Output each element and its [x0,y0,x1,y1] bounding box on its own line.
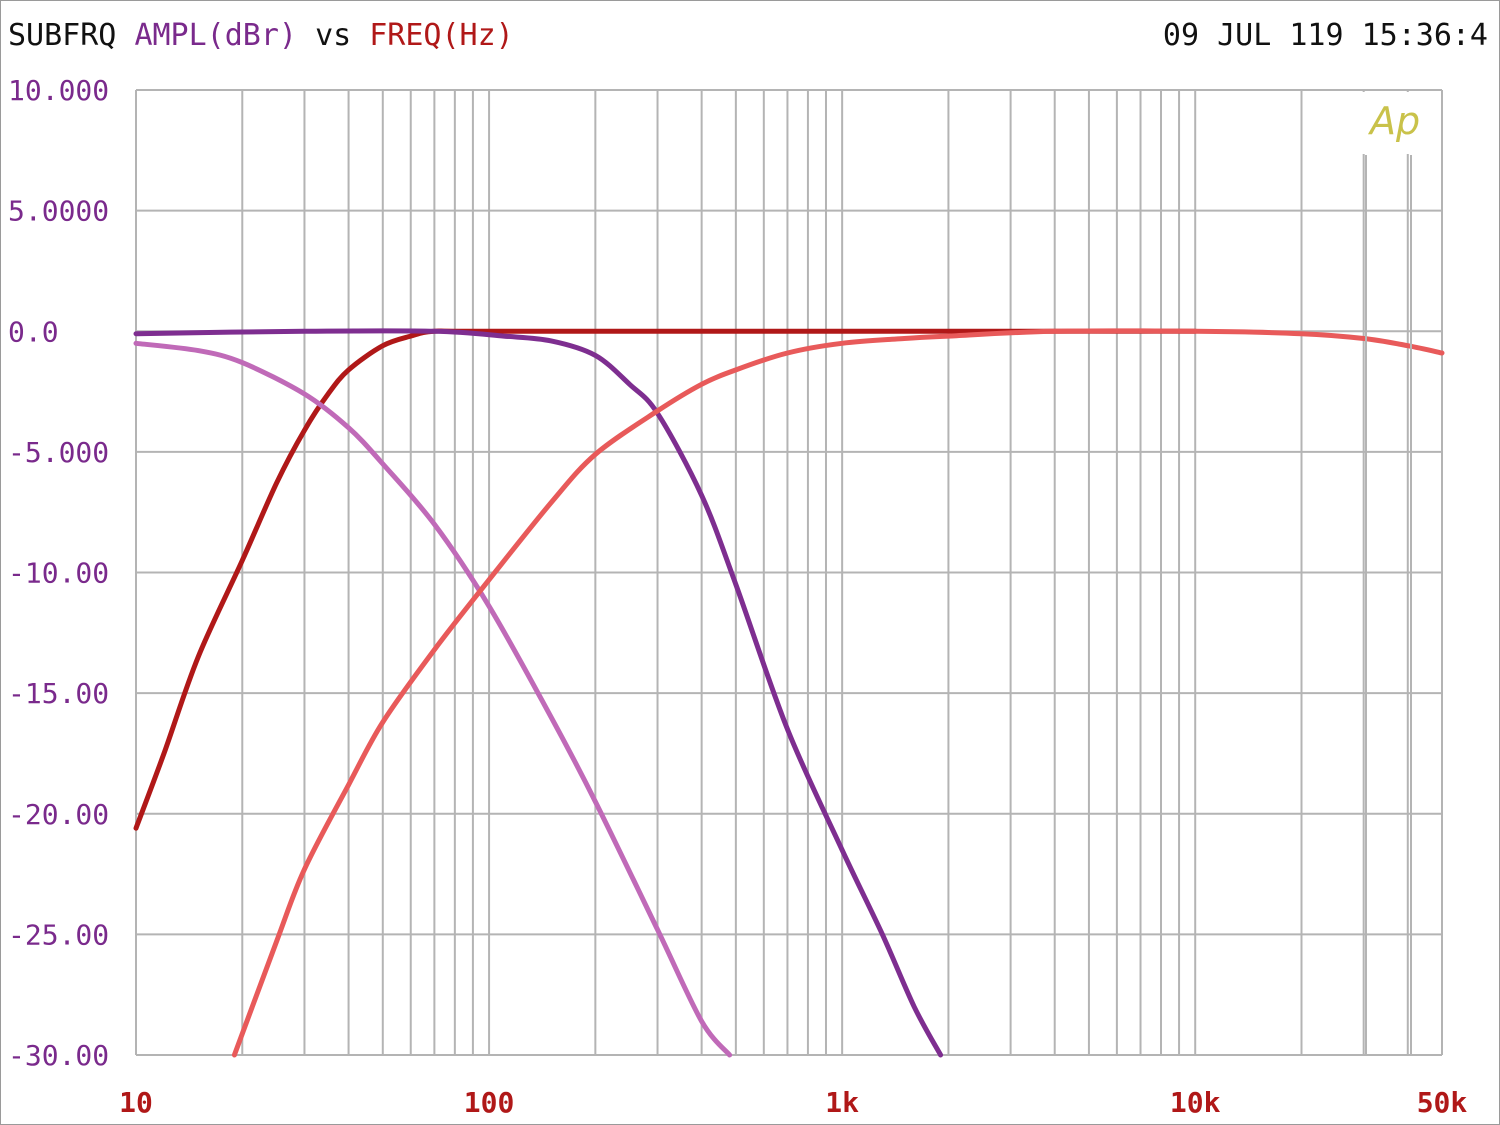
ap-logo: Ap [1367,99,1420,143]
timestamp: 09 JUL 119 15:36:4 [1162,18,1488,53]
y-tick-label: -10.00 [8,557,109,590]
chart-header-left: SUBFRQ AMPL(dBr) vs FREQ(Hz) [8,18,514,53]
measurement-name: SUBFRQ [8,18,117,53]
x-tick-labels: 10 100 1k 10k 50k [119,1086,1467,1119]
y-tick-label: -20.00 [8,798,109,831]
series-line-2 [133,328,944,1058]
x-tick-label: 50k [1417,1086,1468,1119]
y-tick-label: -25.00 [8,918,109,951]
y-tick-label: 5.0000 [8,195,109,228]
y-tick-label: -5.000 [8,436,109,469]
series-line-1 [133,328,1198,831]
x-tick-label: 10k [1170,1086,1221,1119]
series-line-4 [231,328,1445,1058]
major-grid [136,89,1442,1056]
logo-backdrop [1362,92,1432,154]
x-quantity-label: FREQ(Hz) [369,18,514,53]
series-line-3 [133,340,733,1058]
x-tick-label: 1k [825,1086,859,1119]
series-group [133,328,1445,1058]
x-tick-label: 100 [464,1086,515,1119]
y-tick-label: 0.0 [8,315,59,348]
y-tick-label: 10.000 [8,74,109,107]
y-tick-label: -30.00 [8,1039,109,1072]
y-tick-labels: 10.000 5.0000 0.0 -5.000 -10.00 -15.00 -20.00 -… [8,74,109,1072]
y-quantity-label: AMPL(dBr) [134,18,297,53]
x-tick-label: 10 [119,1086,153,1119]
y-tick-label: -15.00 [8,677,109,710]
vs-label: vs [315,18,352,53]
